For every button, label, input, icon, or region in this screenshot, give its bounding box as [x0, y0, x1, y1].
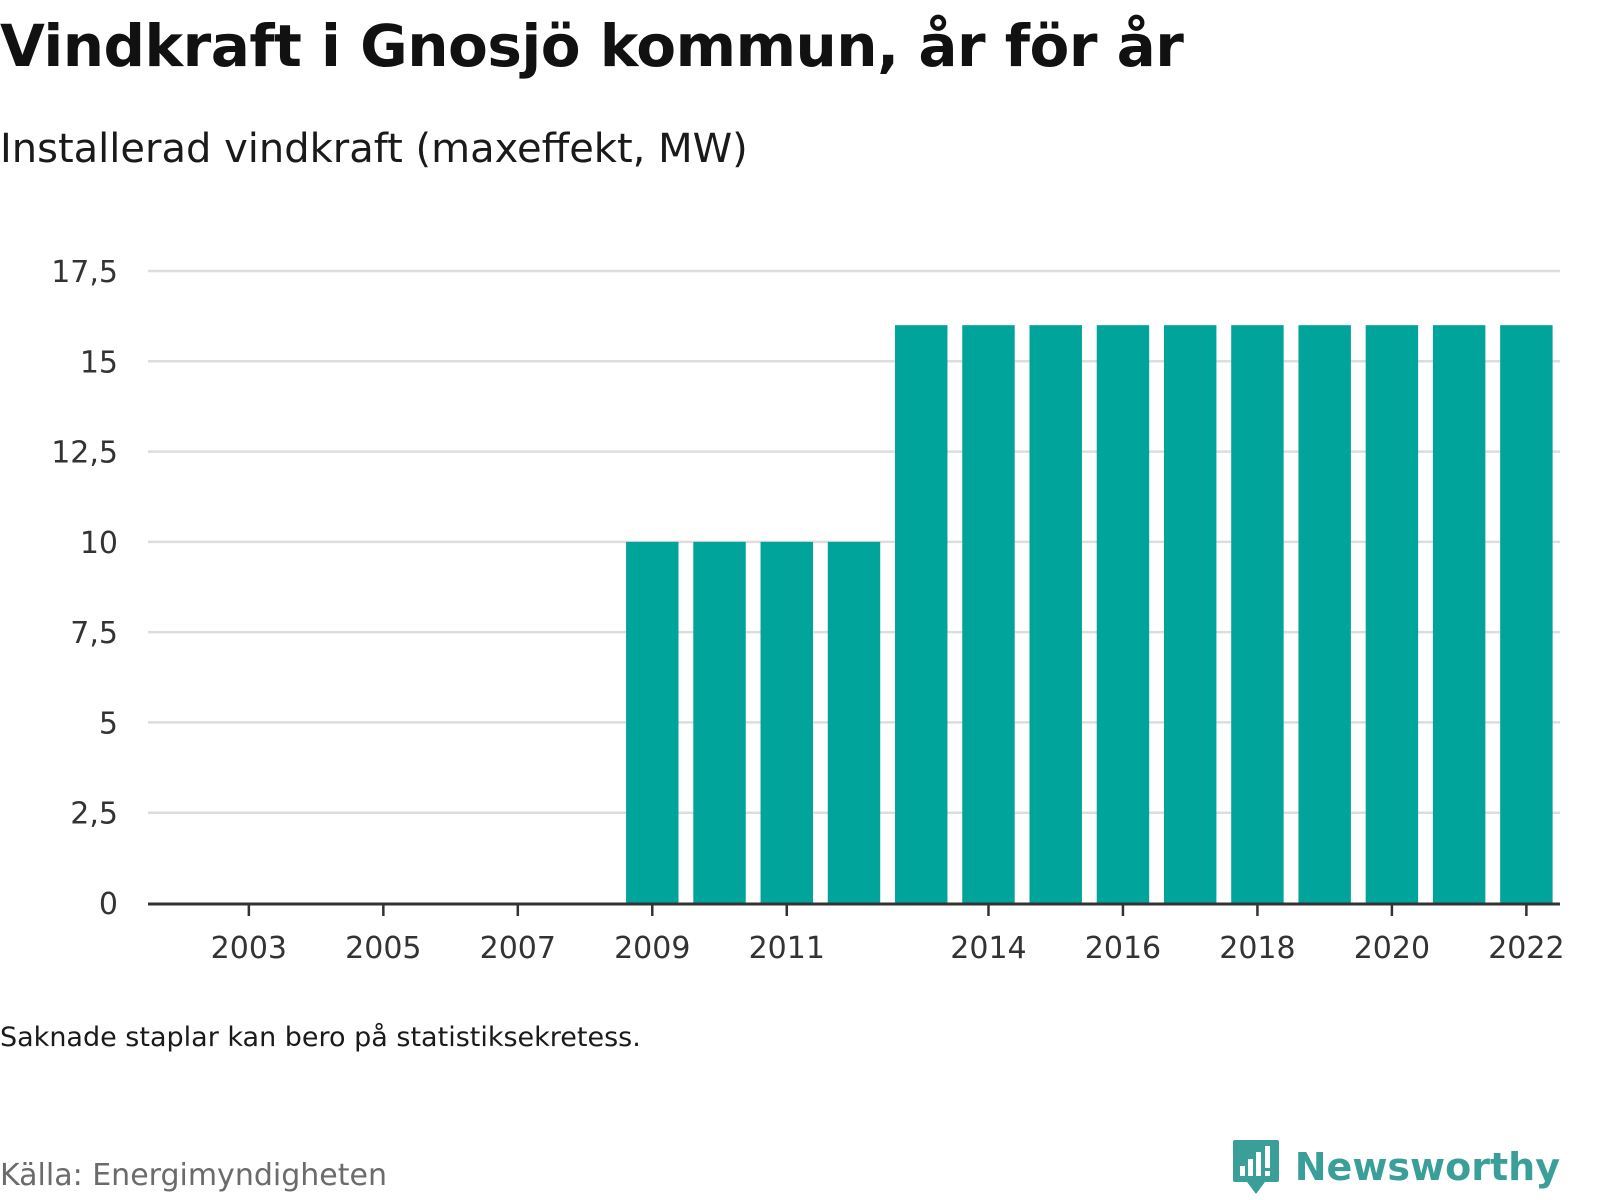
x-tick-label: 2005 [345, 931, 421, 966]
x-tick-label: 2020 [1354, 931, 1430, 966]
y-axis-labels: 0 2,5 5 7,5 10 12,5 15 17,5 [51, 255, 118, 922]
x-axis-labels: 2003 2005 2007 2009 2011 2014 2016 2018 2020 2022 [211, 931, 1565, 966]
y-tick-label: 15 [80, 345, 118, 380]
y-tick-label: 0 [99, 887, 118, 922]
brand-name: Newsworthy [1294, 1145, 1560, 1189]
bar-chart: 0 2,5 5 7,5 10 12,5 15 17,5 2003 2005 2007 2009 201… [51, 255, 1565, 966]
x-tick-label: 2018 [1219, 931, 1295, 966]
y-tick-label: 2,5 [70, 797, 118, 832]
bar-2013 [895, 325, 948, 904]
axes [148, 902, 1560, 916]
brand-logo: Newsworthy [1231, 1138, 1560, 1196]
chart-title: Vindkraft i Gnosjö kommun, år för år [0, 12, 1184, 80]
bar-2016 [1096, 325, 1150, 904]
chart-subtitle: Installerad vindkraft (maxeffekt, MW) [0, 126, 748, 172]
bar-2011 [760, 541, 813, 903]
y-tick-label: 5 [99, 706, 118, 741]
bars [626, 325, 1553, 904]
y-tick-label: 17,5 [51, 255, 118, 290]
footnote: Saknade staplar kan bero på statistiksek… [0, 1022, 641, 1053]
x-tick-label: 2003 [211, 931, 287, 966]
x-tick-label: 2009 [614, 931, 690, 966]
x-tick-label: 2014 [950, 931, 1026, 966]
y-tick-label: 12,5 [51, 436, 118, 471]
source-text: Källa: Energimyndigheten [0, 1158, 387, 1193]
x-tick-label: 2007 [480, 931, 556, 966]
bar-2017 [1163, 325, 1217, 904]
newsworthy-logo-icon [1232, 1140, 1279, 1194]
bar-2019 [1298, 325, 1351, 904]
bar-2020 [1365, 325, 1419, 904]
x-tick-label: 2016 [1085, 931, 1161, 966]
bar-2014 [962, 325, 1015, 904]
y-tick-label: 10 [80, 526, 118, 561]
bar-2009 [626, 541, 679, 903]
x-tick-label: 2011 [749, 931, 825, 966]
bar-2015 [1029, 325, 1082, 904]
bar-2021 [1432, 325, 1486, 904]
bar-2012 [827, 541, 881, 903]
bar-2022 [1500, 325, 1553, 904]
bar-2018 [1231, 325, 1284, 904]
bar-2010 [693, 541, 746, 903]
x-tick-label: 2022 [1488, 931, 1564, 966]
y-tick-label: 7,5 [70, 616, 118, 651]
